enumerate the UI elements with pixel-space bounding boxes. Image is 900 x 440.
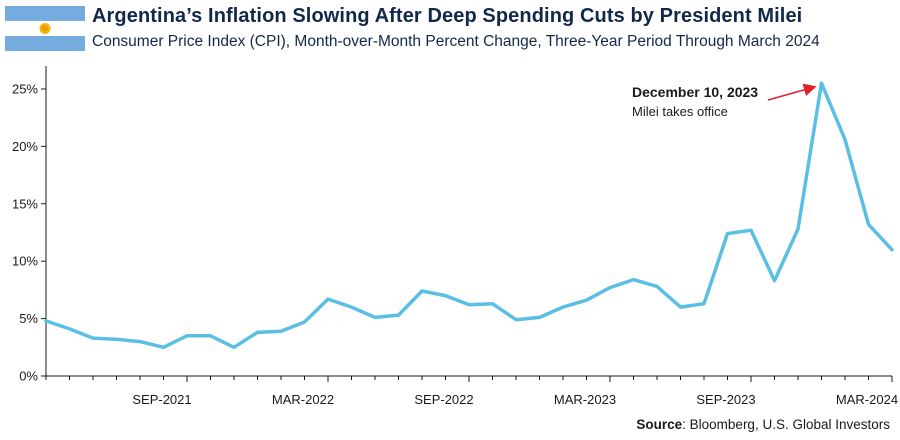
annotation-text: Milei takes office [632,104,728,119]
data-point [467,303,471,307]
y-tick-label: 10% [12,254,38,269]
data-point [326,297,330,301]
data-point [702,302,706,305]
data-point [632,278,635,281]
data-point [867,223,870,226]
data-point [444,294,447,297]
data-point [279,330,283,333]
data-point [303,320,306,324]
argentina-flag [5,6,85,51]
data-point [115,338,118,341]
cpi-series-line [44,81,894,350]
data-point [138,340,142,343]
data-point [561,305,565,309]
annotation-date: December 10, 2023 [632,84,758,100]
x-tick-label: SEP-2022 [414,392,473,407]
data-point [350,305,353,309]
source-text: : Bloomberg, U.S. Global Investors [682,417,890,432]
chart-title: Argentina’s Inflation Slowing After Deep… [92,5,803,27]
data-point [726,232,729,235]
data-point [585,299,588,302]
data-point [820,82,823,85]
data-point [749,228,753,232]
data-point [256,331,259,334]
data-point [491,302,494,305]
data-point [185,334,189,338]
data-point [397,313,400,317]
x-tick-label: SEP-2021 [132,392,191,407]
data-point [796,227,800,231]
data-point [232,346,236,349]
data-point [514,318,518,321]
chart-subtitle: Consumer Price Index (CPI), Month-over-M… [92,33,820,50]
sun-of-may-icon [39,23,51,34]
data-point [44,319,48,323]
x-tick-label: SEP-2023 [696,392,755,407]
y-tick-label: 15% [12,196,38,211]
x-tick-label: MAR-2024 [836,392,898,407]
data-point [162,346,165,349]
data-point [209,334,212,338]
x-tick-label: MAR-2022 [272,392,334,407]
data-point [679,305,682,309]
y-tick-label: 5% [19,311,38,326]
y-tick-label: 20% [12,139,38,154]
data-point [655,285,659,288]
data-point [608,286,612,289]
data-point [420,289,424,293]
data-point [538,316,541,319]
data-point [890,248,894,251]
data-point [373,316,377,319]
annotation-arrow [767,83,817,101]
source-label: Source [636,417,683,432]
data-point [68,327,71,331]
y-tick-label: 25% [12,81,38,96]
data-point [843,138,847,141]
y-tick-label: 0% [19,369,38,384]
x-tick-label: MAR-2023 [554,392,616,407]
source-note: Source: Bloomberg, U.S. Global Investors [636,417,890,432]
data-point [91,336,95,340]
data-point [773,279,776,282]
